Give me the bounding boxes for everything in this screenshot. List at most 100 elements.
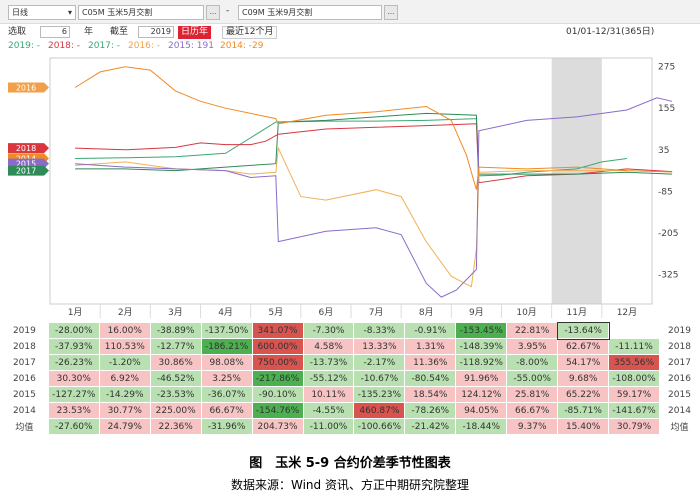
table-cell[interactable]: 4.58% (302, 338, 355, 355)
table-cell[interactable]: 54.17% (557, 354, 610, 371)
table-cell[interactable]: -118.92% (455, 354, 508, 371)
table-cell[interactable]: -78.26% (404, 402, 457, 419)
table-cell[interactable]: -186.21% (200, 338, 253, 355)
contract2-select[interactable]: C09M 玉米9月交割 (238, 5, 382, 20)
table-cell[interactable]: -90.10% (251, 386, 304, 403)
table-cell[interactable]: 15.40% (557, 418, 610, 435)
table-cell[interactable]: 91.96% (455, 370, 508, 387)
table-cell[interactable]: -21.42% (404, 418, 457, 435)
table-cell[interactable]: -13.73% (302, 354, 355, 371)
table-cell[interactable]: -154.76% (251, 402, 304, 419)
row-year-label: 2016 (0, 370, 49, 387)
table-cell[interactable]: 341.07% (251, 322, 304, 339)
table-cell[interactable]: 62.67% (557, 338, 610, 355)
table-cell[interactable]: 9.37% (506, 418, 559, 435)
table-cell[interactable]: -31.96% (200, 418, 253, 435)
table-cell[interactable] (608, 322, 661, 339)
table-cell[interactable]: 30.86% (149, 354, 202, 371)
table-cell[interactable]: 225.00% (149, 402, 202, 419)
table-cell[interactable]: 9.68% (557, 370, 610, 387)
table-cell[interactable]: -7.30% (302, 322, 355, 339)
table-cell[interactable]: -11.00% (302, 418, 355, 435)
table-cell[interactable]: 22.81% (506, 322, 559, 339)
table-cell[interactable]: -141.67% (608, 402, 661, 419)
legend: 2019: - 2018: - 2017: - 2016: - 2015: 19… (0, 40, 700, 54)
table-cell[interactable]: -36.07% (200, 386, 253, 403)
data-source: 数据来源：Wind 资讯、方正中期研究院整理 (231, 478, 469, 492)
table-cell[interactable]: -38.89% (149, 322, 202, 339)
table-cell[interactable]: 1.31% (404, 338, 457, 355)
table-cell[interactable]: 94.05% (455, 402, 508, 419)
table-cell[interactable]: 22.36% (149, 418, 202, 435)
table-cell[interactable]: 124.12% (455, 386, 508, 403)
table-cell[interactable]: -148.39% (455, 338, 508, 355)
table-cell[interactable]: 98.08% (200, 354, 253, 371)
table-cell[interactable]: -100.66% (353, 418, 406, 435)
end-year-input[interactable]: 2019 (138, 26, 174, 38)
table-cell[interactable]: -13.64% (556, 321, 610, 340)
contract2-browse-button[interactable]: ... (384, 5, 398, 20)
table-cell[interactable]: 24.79% (98, 418, 151, 435)
table-cell[interactable]: 13.33% (353, 338, 406, 355)
recent-12-months-button[interactable]: 最近12个月 (222, 26, 278, 39)
table-cell[interactable]: -12.77% (149, 338, 202, 355)
table-cell[interactable]: 18.54% (404, 386, 457, 403)
table-cell[interactable]: 25.81% (506, 386, 559, 403)
table-cell[interactable]: -10.67% (353, 370, 406, 387)
table-cell[interactable]: -217.86% (251, 370, 304, 387)
contract2-code: C09M (242, 8, 265, 17)
table-cell[interactable]: -55.00% (506, 370, 559, 387)
table-cell[interactable]: -28.00% (47, 322, 100, 339)
table-cell[interactable]: 30.30% (47, 370, 100, 387)
table-cell[interactable]: 23.53% (47, 402, 100, 419)
table-cell[interactable]: 355.56% (608, 354, 661, 371)
table-cell[interactable]: -108.00% (608, 370, 661, 387)
table-cell[interactable]: -18.44% (455, 418, 508, 435)
legend-2015: 2015: 191 (168, 41, 214, 51)
table-cell[interactable]: -153.45% (455, 322, 508, 339)
table-cell[interactable]: -4.55% (302, 402, 355, 419)
table-cell[interactable]: 65.22% (557, 386, 610, 403)
table-cell[interactable]: 750.00% (251, 354, 304, 371)
table-cell[interactable]: 10.11% (302, 386, 355, 403)
table-cell[interactable]: 460.87% (353, 402, 406, 419)
table-cell[interactable]: 3.25% (200, 370, 253, 387)
table-cell[interactable]: -26.23% (47, 354, 100, 371)
table-cell[interactable]: -127.27% (47, 386, 100, 403)
table-cell[interactable]: 59.17% (608, 386, 661, 403)
contract1-browse-button[interactable]: ... (206, 5, 220, 20)
table-cell[interactable]: -55.12% (302, 370, 355, 387)
contract1-select[interactable]: C05M 玉米5月交割 (78, 5, 204, 20)
period-select[interactable]: 日线 ▾ (8, 5, 76, 20)
table-cell[interactable]: -46.52% (149, 370, 202, 387)
table-cell[interactable]: -0.91% (404, 322, 457, 339)
table-cell[interactable]: 30.77% (98, 402, 151, 419)
table-cell[interactable]: -137.50% (200, 322, 253, 339)
x-tick-label: 1月 (68, 307, 83, 318)
table-cell[interactable]: -135.23% (353, 386, 406, 403)
table-cell[interactable]: 16.00% (98, 322, 151, 339)
table-cell[interactable]: -80.54% (404, 370, 457, 387)
table-cell[interactable]: -85.71% (557, 402, 610, 419)
calendar-year-button[interactable]: 日历年 (178, 26, 212, 39)
series-line-2014 (74, 66, 673, 190)
table-cell[interactable]: -14.29% (98, 386, 151, 403)
table-cell[interactable]: -8.33% (353, 322, 406, 339)
table-cell[interactable]: -27.60% (47, 418, 100, 435)
table-cell[interactable]: -1.20% (98, 354, 151, 371)
table-cell[interactable]: 6.92% (98, 370, 151, 387)
table-cell[interactable]: 30.79% (608, 418, 661, 435)
table-cell[interactable]: -37.93% (47, 338, 100, 355)
table-cell[interactable]: 110.53% (98, 338, 151, 355)
table-cell[interactable]: -8.00% (506, 354, 559, 371)
table-cell[interactable]: 66.67% (200, 402, 253, 419)
table-cell[interactable]: 3.95% (506, 338, 559, 355)
table-cell[interactable]: -23.53% (149, 386, 202, 403)
table-cell[interactable]: 600.00% (251, 338, 304, 355)
table-cell[interactable]: -11.11% (608, 338, 661, 355)
table-cell[interactable]: -2.17% (353, 354, 406, 371)
table-cell[interactable]: 66.67% (506, 402, 559, 419)
table-cell[interactable]: 11.36% (404, 354, 457, 371)
years-input[interactable]: 6 (40, 26, 70, 38)
table-cell[interactable]: 204.73% (251, 418, 304, 435)
